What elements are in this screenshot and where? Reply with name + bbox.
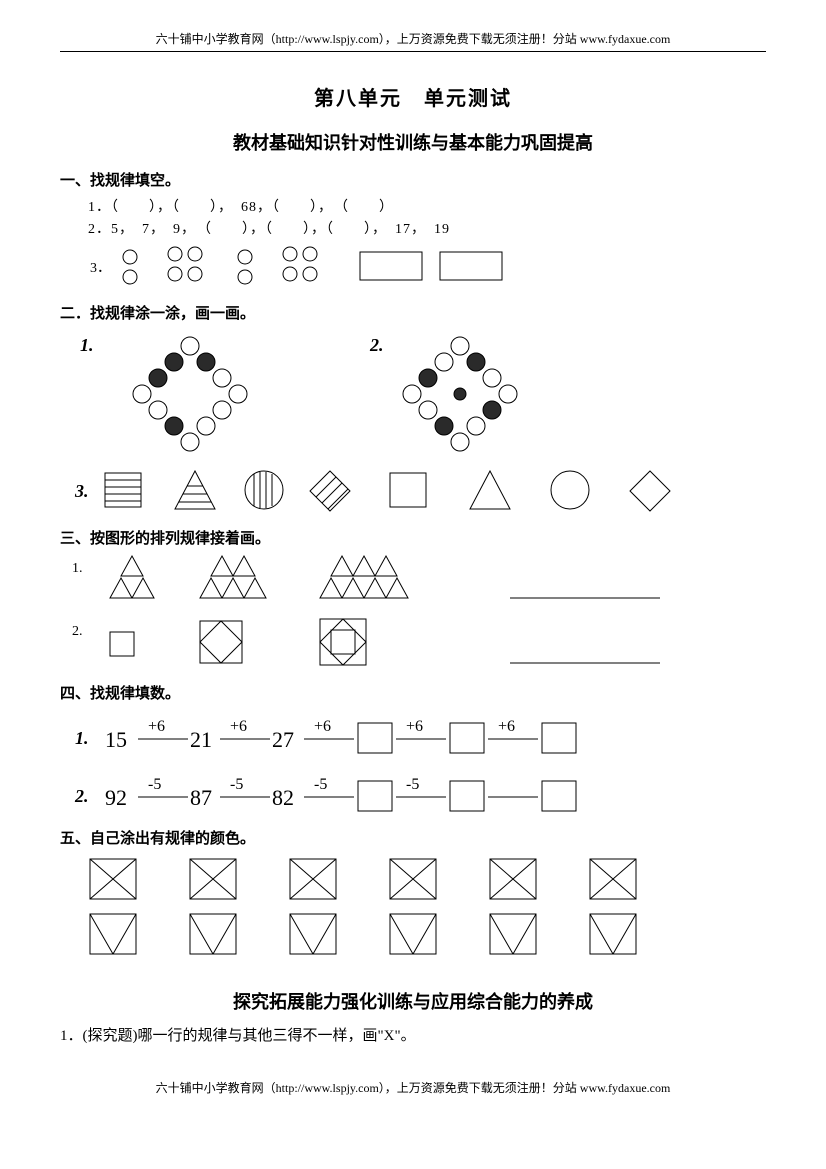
s4-op2a: -5 bbox=[148, 776, 161, 793]
s4-op2b: -5 bbox=[230, 776, 243, 793]
s4-op1d: +6 bbox=[406, 718, 423, 735]
s1-q3-row: 3． bbox=[60, 242, 766, 292]
section-1-head: 一、找规律填空。 bbox=[60, 169, 766, 190]
page-header: 六十铺中小学教育网（http://www.lspjy.com），上万资源免费下载… bbox=[60, 30, 766, 52]
s2-row3: 3. bbox=[60, 467, 766, 517]
page-footer: 六十铺中小学教育网（http://www.lspjy.com），上万资源免费下载… bbox=[60, 1075, 766, 1100]
s4-n1: 1. bbox=[75, 728, 89, 748]
s4-v2a: 92 bbox=[105, 785, 127, 810]
s2-n2: 2. bbox=[369, 335, 384, 355]
s2-n3: 3. bbox=[74, 481, 89, 501]
page-container: 六十铺中小学教育网（http://www.lspjy.com），上万资源免费下载… bbox=[0, 0, 826, 1120]
s4-op2c: -5 bbox=[314, 776, 327, 793]
s3-squares-svg: 2. bbox=[60, 617, 740, 672]
s3-row1: 1. bbox=[60, 554, 766, 609]
section-5-head: 五、自己涂出有规律的颜色。 bbox=[60, 827, 766, 848]
s3-n1: 1. bbox=[72, 561, 83, 576]
s4-op1a: +6 bbox=[148, 718, 165, 735]
s4-row2: 2. 92 -5 87 -5 82 -5 -5 bbox=[60, 767, 766, 817]
ext-title: 探究拓展能力强化训练与应用综合能力的养成 bbox=[60, 988, 766, 1014]
ext-q1: 1．(探究题)哪一行的规律与其他三得不一样，画"X"。 bbox=[60, 1024, 766, 1045]
s4-op2d: -5 bbox=[406, 776, 419, 793]
s1-q3-label: 3． bbox=[90, 261, 111, 276]
s2-diamonds-svg: 1. 2. bbox=[60, 329, 700, 459]
section-3-head: 三、按图形的排列规律接着画。 bbox=[60, 527, 766, 548]
s4-v2c: 82 bbox=[272, 785, 294, 810]
s4-op1b: +6 bbox=[230, 718, 247, 735]
s4-seq2-svg: 2. 92 -5 87 -5 82 -5 -5 bbox=[60, 767, 740, 817]
s4-n2: 2. bbox=[74, 786, 89, 806]
section-2-head: 二．找规律涂一涂，画一画。 bbox=[60, 302, 766, 323]
unit-subtitle: 教材基础知识针对性训练与基本能力巩固提高 bbox=[60, 129, 766, 155]
s3-triangles-svg: 1. bbox=[60, 554, 740, 609]
s1-q3-svg: 3． bbox=[60, 242, 700, 292]
s4-op1e: +6 bbox=[498, 718, 515, 735]
s4-op1c: +6 bbox=[314, 718, 331, 735]
s2-shapes-svg: 3. bbox=[60, 467, 740, 517]
s4-v1c: 27 bbox=[272, 727, 294, 752]
s4-seq1-svg: 1. 15 +6 21 +6 27 +6 +6 bbox=[60, 709, 740, 759]
s4-v1a: 15 bbox=[105, 727, 127, 752]
s1-q1: 1．（ ），（ ）， 68，（ ）， （ ） bbox=[88, 196, 766, 216]
s5-boxes-svg bbox=[60, 854, 740, 964]
s3-row2: 2. bbox=[60, 617, 766, 672]
section-4-head: 四、找规律填数。 bbox=[60, 682, 766, 703]
s2-row1: 1. 2. bbox=[60, 329, 766, 459]
s3-n2: 2. bbox=[72, 624, 83, 639]
s4-v1b: 21 bbox=[190, 727, 212, 752]
s2-n1: 1. bbox=[80, 335, 94, 355]
s4-v2b: 87 bbox=[190, 785, 212, 810]
s4-row1: 1. 15 +6 21 +6 27 +6 +6 bbox=[60, 709, 766, 759]
unit-title: 第八单元 单元测试 bbox=[60, 82, 766, 111]
s1-q2: 2．5， 7， 9， （ ），（ ），（ ）， 17， 19 bbox=[88, 218, 766, 238]
s5-row bbox=[60, 854, 766, 964]
